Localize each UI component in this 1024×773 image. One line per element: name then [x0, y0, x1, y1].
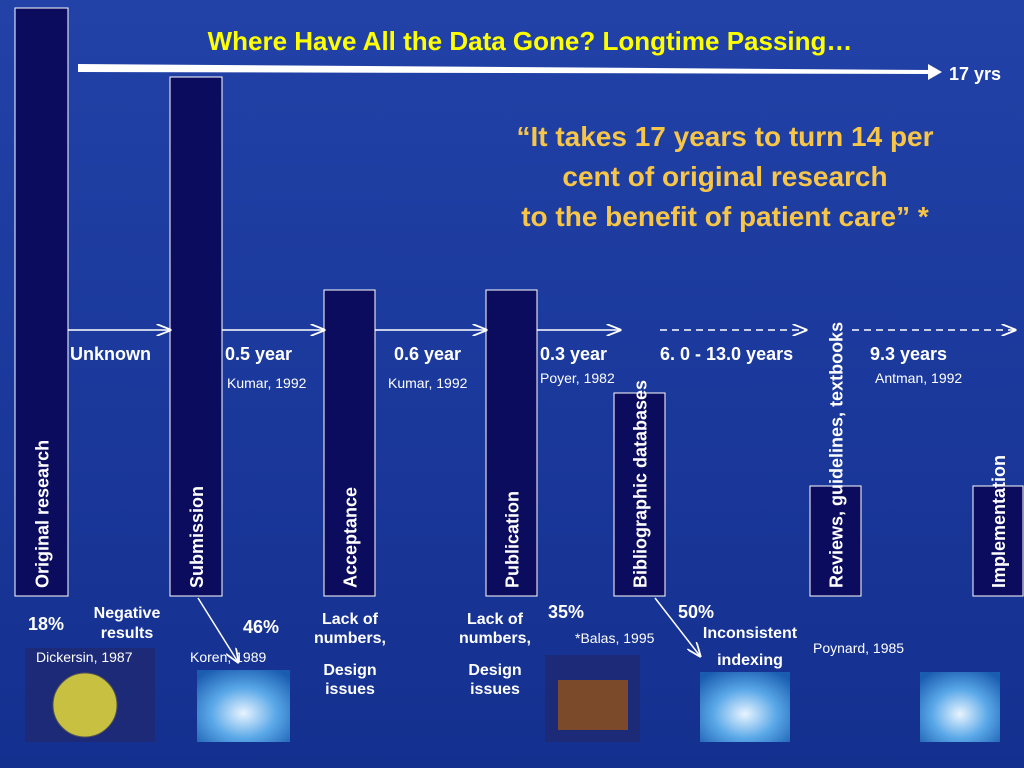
loss-reason: numbers, — [459, 630, 531, 647]
source: Koren, 1989 — [190, 649, 266, 665]
interval: 0.6 year — [394, 344, 461, 364]
source: Kumar, 1992 — [227, 375, 307, 391]
interval: Unknown — [70, 344, 151, 364]
stage-bar — [323, 289, 376, 597]
loss-reason: numbers, — [314, 630, 386, 647]
stage-label: Submission — [187, 486, 207, 588]
stage-label: Acceptance — [341, 487, 361, 588]
loss-reason: indexing — [717, 652, 783, 669]
interval: 9.3 years — [870, 344, 947, 364]
loss-percent: 35% — [548, 602, 584, 622]
stage-bar — [14, 7, 69, 597]
source: Kumar, 1992 — [388, 375, 468, 391]
loss-reason: Design — [468, 662, 521, 679]
loss-percent: 18% — [28, 614, 64, 634]
stage-bar — [485, 289, 538, 597]
loss-reason: Negative — [94, 605, 161, 622]
source: Poyer, 1982 — [540, 370, 615, 386]
interval: 6. 0 - 13.0 years — [660, 344, 793, 364]
source: Antman, 1992 — [875, 370, 962, 386]
water-image — [920, 672, 1000, 742]
water-image — [197, 670, 290, 742]
quote-line: cent of original research — [562, 161, 887, 192]
title: Where Have All the Data Gone? Longtime P… — [208, 26, 853, 56]
stage-bar — [972, 485, 1024, 597]
stage-label: Original research — [33, 440, 53, 588]
loss-reason: Inconsistent — [703, 625, 798, 642]
loss-reason: issues — [470, 681, 520, 698]
loss-percent: 46% — [243, 617, 279, 637]
source: *Balas, 1995 — [575, 630, 655, 646]
arrows — [68, 330, 1015, 662]
stage-label: Bibliographic databases — [631, 380, 651, 588]
timeline — [78, 64, 930, 74]
quote-line: to the benefit of patient care” * — [521, 201, 929, 232]
stage-label: Reviews, guidelines, textbooks — [827, 322, 847, 588]
loss-reason: Design — [323, 662, 376, 679]
source: Dickersin, 1987 — [36, 649, 133, 665]
stage-label: Implementation — [989, 455, 1009, 588]
stage-label: Publication — [503, 491, 523, 588]
loss-reason: issues — [325, 681, 375, 698]
loss-reason: results — [101, 625, 154, 642]
water-image — [700, 672, 790, 742]
loss-reason: Lack of — [467, 611, 524, 628]
loss-reason: Lack of — [322, 611, 379, 628]
stage-bar — [169, 76, 223, 597]
timeline-head — [928, 64, 942, 80]
stage-bar — [809, 485, 862, 597]
interval: 0.5 year — [225, 344, 292, 364]
interval: 0.3 year — [540, 344, 607, 364]
cake — [558, 680, 628, 730]
basket — [52, 672, 118, 738]
loss-percent: 50% — [678, 602, 714, 622]
stage-bar — [613, 392, 666, 597]
timeline-label: 17 yrs — [949, 64, 1001, 84]
quote-line: “It takes 17 years to turn 14 per — [516, 121, 933, 152]
source: Poynard, 1985 — [813, 640, 904, 656]
quote: “It takes 17 years to turn 14 per cent o… — [516, 121, 933, 232]
